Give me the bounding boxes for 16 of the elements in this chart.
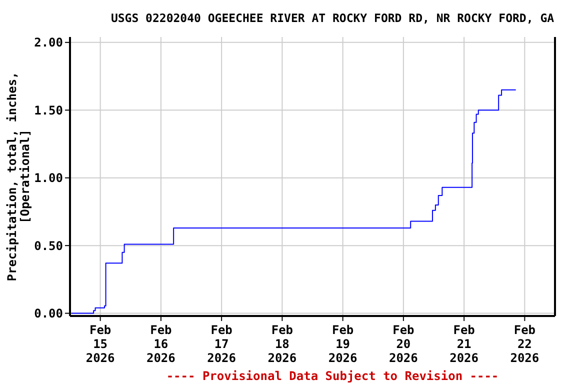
x-tick-label: Feb 20 2026: [388, 323, 418, 365]
text: ---- Provisional Data Subject to Revision ----: [166, 369, 499, 383]
x-tick-label: Feb 21 2026: [450, 323, 479, 365]
x-tick-label: Feb 16 2026: [146, 323, 176, 365]
y-axis-title: Precipitation, total, inches, [Operational]: [5, 72, 32, 282]
x-tick-label: Feb 15 2026: [86, 323, 115, 365]
x-tick-label: Feb 19 2026: [328, 323, 358, 365]
x-tick-label: Feb 22 2026: [510, 323, 540, 365]
chart-title: USGS 02202040 OGEECHEE RIVER AT ROCKY FORD RD, NR ROCKY FORD, GA: [110, 11, 554, 25]
y-tick-label: 1.50: [34, 103, 63, 118]
y-tick-label: 2.00: [34, 36, 63, 50]
x-tick-label: Feb 17 2026: [207, 323, 236, 365]
x-tick-label: Feb 18 2026: [268, 323, 297, 365]
y-tick-label: 1.00: [34, 171, 63, 186]
y-tick-label: 0.00: [34, 306, 63, 320]
y-tick-label: 0.50: [34, 238, 63, 253]
